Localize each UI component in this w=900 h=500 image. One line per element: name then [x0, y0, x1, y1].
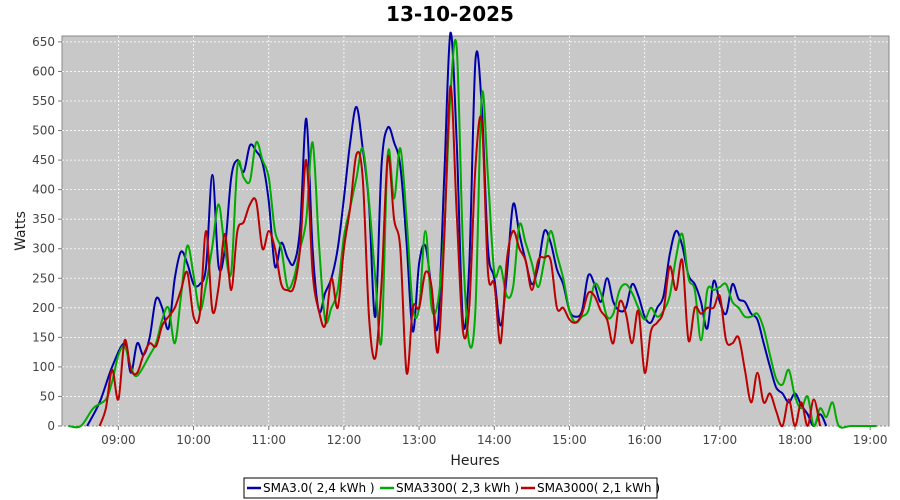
y-tick-label: 200 — [32, 301, 55, 315]
x-tick-label: 12:00 — [327, 433, 362, 447]
legend-box — [243, 477, 658, 499]
x-axis-label: Heures — [450, 453, 499, 469]
x-tick-label: 13:00 — [402, 433, 437, 447]
chart-title: 13-10-2025 — [386, 2, 514, 26]
series-line-2 — [98, 85, 822, 428]
y-axis-label: Watts — [13, 211, 29, 251]
plot-area — [61, 35, 890, 427]
y-tick-label: 500 — [32, 124, 55, 138]
x-tick-label: 18:00 — [778, 433, 813, 447]
y-tick-label: 0 — [47, 419, 55, 433]
x-tick-label: 16:00 — [627, 433, 662, 447]
x-tick-label: 14:00 — [477, 433, 512, 447]
y-tick-label: 50 — [40, 389, 55, 403]
y-axis-ticks: 0 50 100 150 200 250 300 350 400 450 500 550 600 650 — [32, 35, 62, 433]
legend: SMA3.0( 2,4 kWh ) SMA3300( 2,3 kWh ) SMA30… — [243, 477, 660, 499]
y-tick-label: 350 — [32, 212, 55, 226]
legend-label-1: SMA3300( 2,3 kWh ) — [396, 481, 519, 495]
series-line-1 — [68, 38, 877, 429]
x-tick-label: 19:00 — [853, 433, 888, 447]
y-tick-label: 650 — [32, 35, 55, 49]
x-axis-ticks: 09:00 10:00 11:00 12:00 13:00 14:00 15:00 16:00… — [101, 426, 888, 447]
series-lines — [68, 31, 877, 429]
y-tick-label: 400 — [32, 183, 55, 197]
x-tick-label: 11:00 — [251, 433, 286, 447]
x-tick-label: 10:00 — [176, 433, 211, 447]
x-tick-label: 17:00 — [703, 433, 738, 447]
y-tick-label: 600 — [32, 64, 55, 78]
x-tick-label: 09:00 — [101, 433, 136, 447]
y-tick-label: 150 — [32, 330, 55, 344]
y-tick-label: 550 — [32, 94, 55, 108]
y-tick-label: 450 — [32, 153, 55, 167]
legend-label-2: SMA3000( 2,1 kWh ) — [537, 481, 660, 495]
y-tick-label: 300 — [32, 242, 55, 256]
y-tick-label: 100 — [32, 360, 55, 374]
legend-label-0: SMA3.0( 2,4 kWh ) — [263, 481, 375, 495]
y-tick-label: 250 — [32, 271, 55, 285]
series-line-0 — [86, 31, 828, 427]
x-tick-label: 15:00 — [552, 433, 587, 447]
